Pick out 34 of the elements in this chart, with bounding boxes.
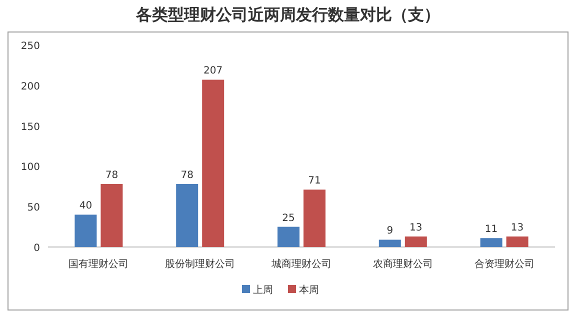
- data-label: 78: [105, 170, 118, 181]
- y-tick-label: 150: [20, 122, 40, 133]
- chart-title: 各类型理财公司近两周发行数量对比（支）: [135, 5, 440, 24]
- bar: [74, 214, 97, 247]
- data-label: 71: [308, 176, 321, 187]
- y-tick-label: 200: [20, 81, 40, 92]
- y-tick-label: 50: [27, 202, 40, 214]
- bar: [480, 238, 502, 247]
- x-tick-label: 股份制理财公司: [165, 258, 236, 270]
- x-tick-label: 国有理财公司: [68, 258, 129, 270]
- bar: [202, 80, 224, 247]
- y-tick-label: 0: [34, 243, 40, 254]
- bar: [100, 184, 123, 247]
- legend-label: 上周: [253, 284, 273, 296]
- x-tick-label: 合资理财公司: [474, 258, 534, 270]
- bar: [378, 240, 401, 247]
- bar: [506, 236, 528, 247]
- data-label: 40: [79, 200, 92, 212]
- x-tick-label: 农商理财公司: [372, 258, 433, 270]
- x-tick-label: 城商理财公司: [270, 258, 332, 270]
- bar: [304, 190, 326, 247]
- data-label: 13: [510, 222, 524, 234]
- data-label: 207: [204, 66, 223, 77]
- data-label: 13: [410, 222, 422, 234]
- bar: [404, 236, 427, 247]
- legend-label: 本周: [299, 284, 319, 296]
- bar: [176, 184, 198, 247]
- bar: [278, 226, 300, 247]
- y-tick-label: 100: [20, 162, 40, 174]
- data-label: 11: [484, 224, 498, 236]
- y-tick-label: 250: [20, 41, 40, 52]
- data-label: 9: [386, 226, 394, 237]
- data-label: 78: [180, 170, 194, 181]
- data-label: 25: [282, 212, 295, 224]
